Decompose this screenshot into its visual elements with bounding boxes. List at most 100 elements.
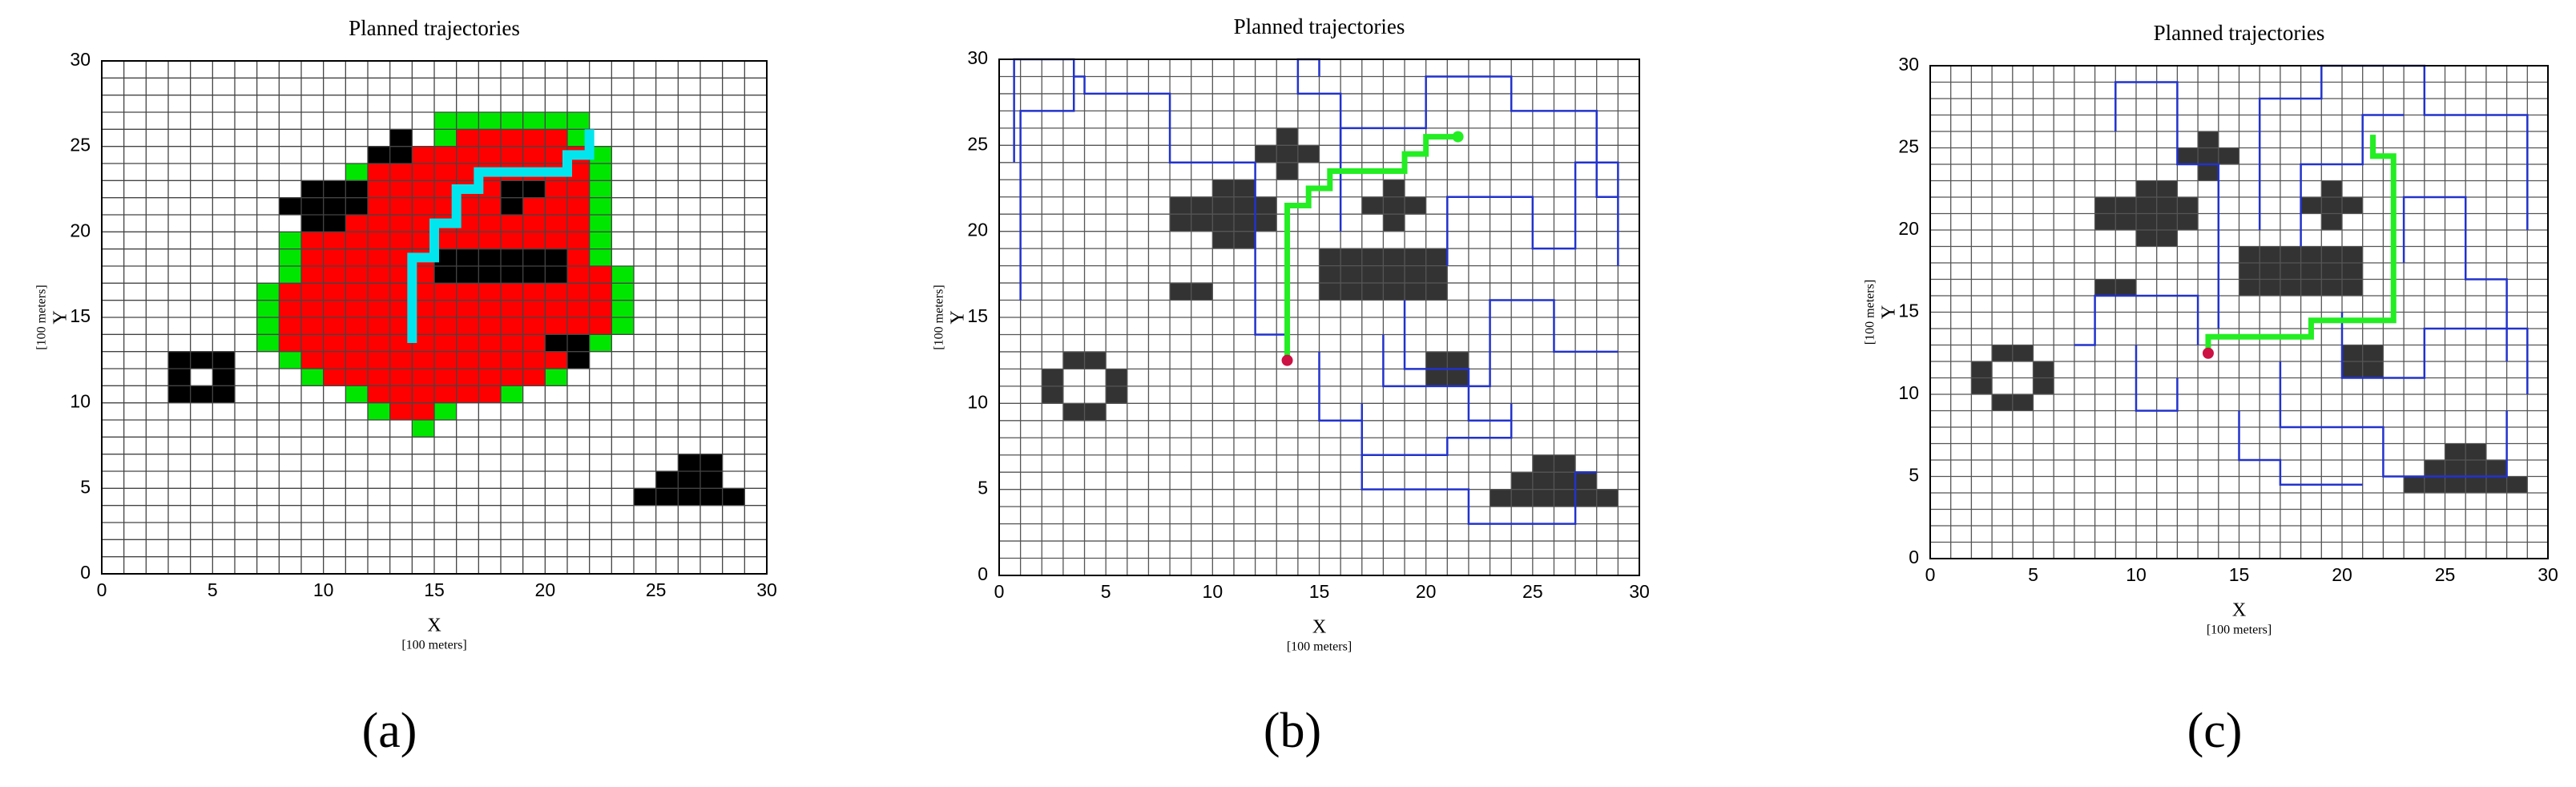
- axes-frame: [1929, 65, 2549, 559]
- cell: [1971, 361, 1993, 378]
- search-tree: [2114, 81, 2220, 329]
- cell: [279, 283, 612, 301]
- search-tree: [1318, 351, 1597, 525]
- goal-marker: [1452, 131, 1464, 143]
- y-axis-label: Y: [948, 310, 969, 324]
- cell: [412, 420, 434, 438]
- x-axis-unit: [100 meters]: [1287, 640, 1352, 654]
- cell: [301, 180, 368, 198]
- x-tick-label: 30: [756, 579, 777, 600]
- cell: [1106, 369, 1127, 386]
- cell: [301, 232, 590, 249]
- start-marker: [2202, 347, 2214, 359]
- x-tick-label: 0: [97, 579, 107, 600]
- x-tick-label: 30: [2538, 564, 2558, 585]
- search-tree: [1446, 161, 1619, 266]
- cell: [1383, 180, 1405, 197]
- x-tick-label: 15: [1309, 581, 1330, 602]
- x-tick-label: 20: [1416, 581, 1437, 602]
- cell: [655, 471, 723, 489]
- search-tree: [2238, 410, 2363, 486]
- x-tick-label: 30: [1629, 581, 1650, 602]
- x-tick-label: 10: [313, 579, 334, 600]
- planned-route: [1284, 134, 1458, 361]
- x-tick-label: 0: [994, 581, 1005, 602]
- planned-route: [407, 129, 595, 343]
- x-axis-label: X: [1312, 617, 1326, 638]
- cell: [1042, 369, 1063, 386]
- y-tick-label: 5: [978, 478, 988, 498]
- cell: [567, 351, 590, 369]
- cell: [1383, 214, 1405, 232]
- cell: [1042, 385, 1063, 404]
- cell: [1971, 377, 1993, 394]
- cell: [168, 351, 235, 369]
- axes-frame: [998, 59, 1640, 576]
- x-tick-label: 5: [1101, 581, 1111, 602]
- axes-frame: [101, 60, 768, 575]
- x-tick-label: 10: [2126, 564, 2147, 585]
- cell: [2177, 147, 2239, 164]
- y-tick-label: 0: [978, 563, 988, 584]
- cell: [2321, 180, 2342, 197]
- cell: [2033, 377, 2054, 394]
- x-axis-unit: [100 meters]: [401, 639, 466, 652]
- x-tick-label: 25: [646, 579, 667, 600]
- panel-caption: (c): [2187, 704, 2243, 758]
- y-tick-label: 15: [967, 305, 988, 326]
- cell: [212, 369, 235, 386]
- y-tick-label: 30: [967, 47, 988, 68]
- chart-title: Planned trajectories: [1234, 14, 1405, 38]
- y-tick-label: 0: [80, 562, 91, 583]
- search-tree: [1339, 75, 1619, 232]
- cell: [1361, 196, 1426, 215]
- cell: [2033, 361, 2054, 378]
- y-tick-label: 10: [1898, 382, 1919, 403]
- search-tree: [1296, 58, 1342, 163]
- search-tree: [2300, 114, 2405, 247]
- y-tick-label: 20: [967, 220, 988, 240]
- cell: [168, 385, 235, 403]
- search-tree: [2074, 294, 2199, 346]
- cell: [279, 317, 612, 335]
- y-tick-label: 10: [967, 391, 988, 412]
- cell: [434, 112, 590, 130]
- y-tick-label: 15: [70, 305, 91, 326]
- start-marker: [1281, 354, 1293, 366]
- search-tree: [2135, 345, 2179, 412]
- x-tick-label: 20: [535, 579, 556, 600]
- x-axis-label: X: [2232, 600, 2246, 621]
- cell: [168, 369, 191, 386]
- search-tree: [1403, 300, 1512, 422]
- search-tree: [2279, 361, 2508, 478]
- x-tick-label: 0: [1925, 564, 1936, 585]
- search-tree: [1382, 299, 1619, 388]
- y-axis-unit: [100 meters]: [933, 285, 946, 349]
- x-tick-label: 25: [2435, 564, 2456, 585]
- search-tree: [2340, 312, 2529, 394]
- cell: [2094, 213, 2199, 230]
- y-axis-unit: [100 meters]: [1864, 280, 1877, 345]
- search-tree: [1019, 75, 1288, 336]
- y-tick-label: 5: [80, 476, 91, 497]
- cell: [1276, 127, 1298, 146]
- cell: [1276, 162, 1298, 180]
- search-tree: [1361, 403, 1513, 456]
- panel-caption: (b): [1264, 704, 1321, 758]
- cell: [2321, 213, 2342, 230]
- planned-route: [2205, 135, 2397, 353]
- cell: [1106, 385, 1127, 404]
- cell: [2198, 164, 2219, 181]
- x-tick-label: 5: [208, 579, 218, 600]
- y-tick-label: 30: [1898, 54, 1919, 75]
- x-tick-label: 20: [2332, 564, 2352, 585]
- y-tick-label: 15: [1898, 301, 1919, 321]
- y-axis-label: Y: [50, 310, 71, 324]
- cell: [1170, 196, 1277, 215]
- y-tick-label: 20: [1898, 218, 1919, 239]
- x-axis-unit: [100 meters]: [2207, 624, 2272, 637]
- y-tick-label: 0: [1909, 547, 1919, 567]
- cell: [1255, 145, 1320, 163]
